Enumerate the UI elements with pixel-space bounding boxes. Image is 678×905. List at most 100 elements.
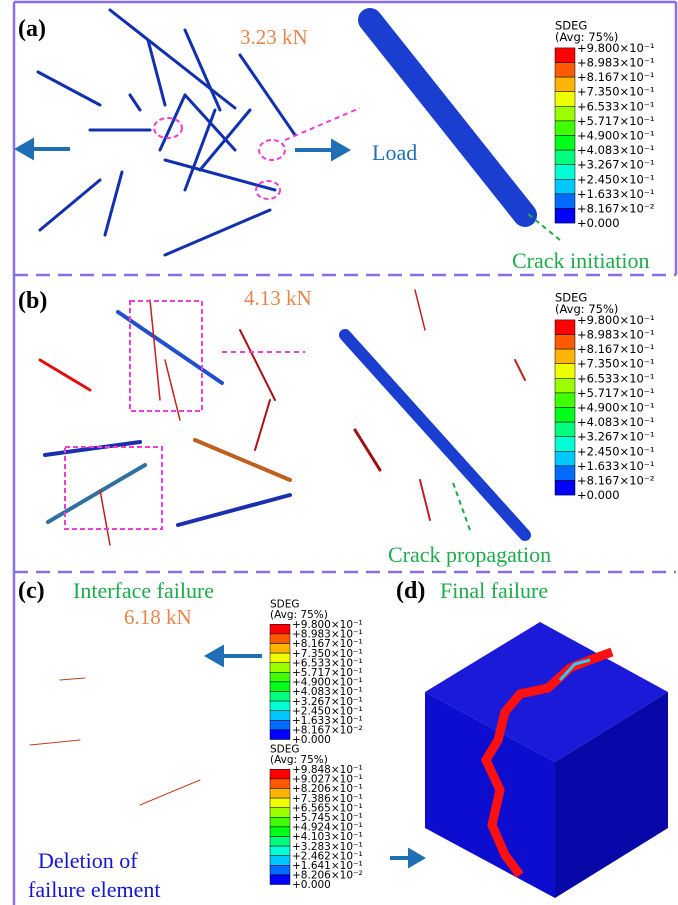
force: 4.13 kN <box>244 286 312 310</box>
fiber <box>240 55 295 135</box>
legend-swatch <box>270 663 290 673</box>
fiber <box>30 740 80 745</box>
legend-label: +7.350×10⁻¹ <box>577 357 655 371</box>
fiber <box>130 95 140 110</box>
legend-swatch <box>555 422 575 437</box>
legend-label: +8.167×10⁻¹ <box>577 70 655 84</box>
legend-swatch <box>270 672 290 682</box>
legend-swatch <box>270 720 290 730</box>
fiber <box>140 780 200 805</box>
legend-swatch <box>270 701 290 711</box>
legend-label: +4.083×10⁻¹ <box>577 415 655 429</box>
annotation: Final failure <box>440 578 548 603</box>
legend-swatch <box>555 335 575 350</box>
dashed-arrows <box>222 108 560 530</box>
legend-swatch <box>555 77 575 92</box>
legend-label: +2.450×10⁻¹ <box>577 172 655 186</box>
legend-swatch <box>555 136 575 151</box>
fiber <box>515 360 525 380</box>
legend-label: +4.083×10⁻¹ <box>577 143 655 157</box>
legend-label: +1.633×10⁻¹ <box>577 459 655 473</box>
panel-label: (c) <box>18 578 45 604</box>
legend-label: +0.000 <box>577 488 620 502</box>
fiber <box>355 430 380 470</box>
legend-swatch <box>270 798 290 808</box>
legend-label: +0.000 <box>577 216 620 230</box>
legend-label: +8.167×10⁻¹ <box>577 342 655 356</box>
legend-swatch <box>555 481 575 496</box>
legend-swatch <box>270 865 290 875</box>
legend-swatch <box>555 466 575 481</box>
legend-label: +4.900×10⁻¹ <box>577 129 655 143</box>
fiber <box>255 400 270 450</box>
legend-swatch <box>555 393 575 408</box>
legend-swatch <box>270 789 290 799</box>
fiber <box>40 360 90 390</box>
legend-label: +5.717×10⁻¹ <box>577 386 655 400</box>
fiber <box>60 678 85 680</box>
legend-swatch <box>270 644 290 654</box>
legend-swatch <box>270 846 290 856</box>
annotation: failure element <box>28 877 161 902</box>
legend-swatch <box>270 624 290 634</box>
legend-label: +8.167×10⁻² <box>577 202 655 216</box>
legend-swatch <box>555 179 575 194</box>
legend-swatch <box>555 349 575 364</box>
legend-swatch <box>270 634 290 644</box>
legend-swatch <box>555 48 575 63</box>
fiber <box>420 480 430 520</box>
fiber <box>185 30 220 110</box>
legend-label: +0.000 <box>292 879 331 891</box>
legend-swatch <box>555 320 575 335</box>
legend-swatch <box>555 378 575 393</box>
fiber <box>165 160 275 190</box>
legend-label: +8.983×10⁻¹ <box>577 56 655 70</box>
annotation: Deletion of <box>38 848 138 873</box>
legend-swatch <box>555 209 575 224</box>
legend-swatch <box>555 63 575 78</box>
fiber <box>345 335 525 535</box>
legend-swatch <box>270 692 290 702</box>
legend-swatch <box>270 769 290 779</box>
fiber <box>415 290 425 330</box>
highlights <box>65 118 285 529</box>
panel-label: (a) <box>18 16 46 42</box>
fiber <box>48 465 145 522</box>
legend-label: +9.800×10⁻¹ <box>577 41 655 55</box>
fiber <box>165 210 270 255</box>
legend-label: +3.267×10⁻¹ <box>577 430 655 444</box>
fiber <box>370 20 525 215</box>
legend-swatch <box>270 856 290 866</box>
legend-swatch <box>555 451 575 466</box>
legend-swatch <box>270 779 290 789</box>
legend-swatch <box>270 711 290 721</box>
fiber <box>240 330 275 400</box>
legend-swatch <box>270 817 290 827</box>
legend-swatch <box>555 437 575 452</box>
legend-swatch <box>555 106 575 121</box>
fiber <box>105 172 122 235</box>
legend-swatch <box>270 837 290 847</box>
fiber <box>185 110 215 190</box>
fiber <box>178 495 290 525</box>
legend-swatch <box>555 194 575 209</box>
fiber <box>150 300 160 400</box>
cube <box>425 622 668 898</box>
legend-swatch <box>555 364 575 379</box>
legend-label: +2.450×10⁻¹ <box>577 444 655 458</box>
figure: (a) 3.23 kN Load Crack initiation (b) 4.… <box>0 0 678 905</box>
fiber <box>40 180 100 230</box>
legend-swatch <box>555 121 575 136</box>
legend-label: +8.167×10⁻² <box>577 474 655 488</box>
legend-swatch <box>270 808 290 818</box>
legend-label: +6.533×10⁻¹ <box>577 371 655 385</box>
legend-swatch <box>555 92 575 107</box>
annotation: Crack propagation <box>388 542 551 567</box>
fiber <box>100 490 110 545</box>
panel-label: (d) <box>396 578 425 604</box>
fiber <box>110 10 235 108</box>
force: 6.18 kN <box>124 605 192 629</box>
legend-swatch <box>270 653 290 663</box>
annotation: Interface failure <box>73 578 214 603</box>
fiber <box>38 72 100 105</box>
